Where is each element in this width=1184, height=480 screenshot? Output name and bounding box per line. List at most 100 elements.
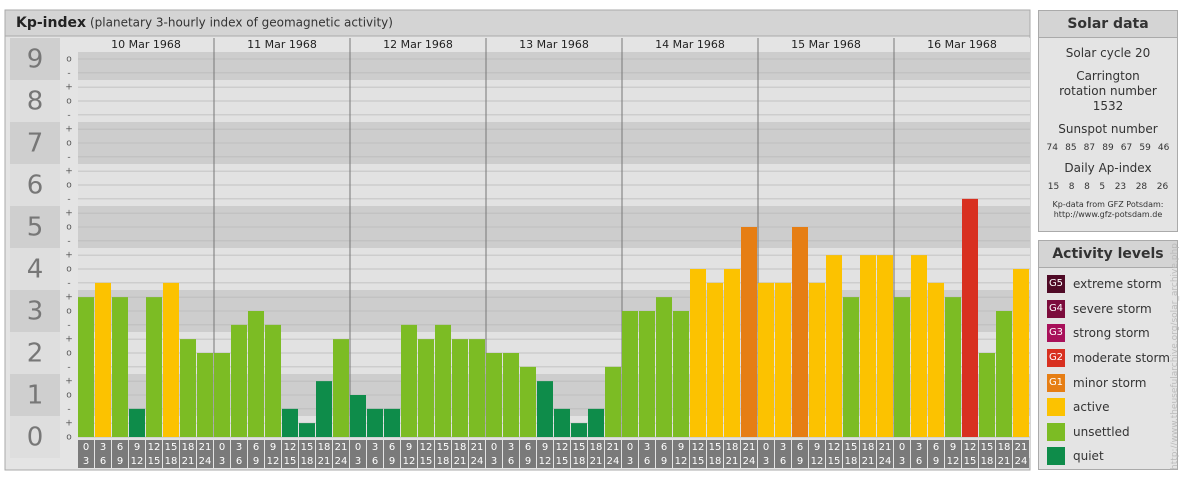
minor-tick-label: o <box>66 181 72 191</box>
bar <box>384 408 400 437</box>
minor-tick-label: + <box>65 209 73 219</box>
x-tick-label: 21 <box>335 442 348 453</box>
level-band <box>10 374 60 416</box>
x-label-box <box>197 440 213 468</box>
source: Kp-data from GFZ Potsdam: <box>1052 200 1164 209</box>
level-swatch <box>1047 422 1065 441</box>
x-tick-label: 0 <box>763 442 769 453</box>
x-tick-label: 24 <box>335 456 348 467</box>
x-label-box <box>979 440 995 468</box>
x-tick-label: 15 <box>284 456 297 467</box>
x-label-box <box>231 440 247 468</box>
x-tick-label: 18 <box>998 442 1011 453</box>
x-tick-label: 6 <box>916 456 922 467</box>
level-swatch <box>1047 447 1065 466</box>
bar <box>231 324 247 437</box>
x-tick-label: 6 <box>117 442 123 453</box>
y-tick-label: 4 <box>27 255 44 285</box>
bar <box>316 381 332 437</box>
x-label-box <box>945 440 961 468</box>
x-label-box <box>520 440 536 468</box>
date-label: 13 Mar 1968 <box>519 38 589 51</box>
x-label-box <box>775 440 791 468</box>
x-tick-label: 18 <box>981 456 994 467</box>
x-tick-label: 24 <box>743 456 756 467</box>
x-tick-label: 6 <box>797 442 803 453</box>
level-row: active <box>1039 395 1177 420</box>
bar <box>78 297 94 437</box>
bar <box>214 353 230 437</box>
x-tick-label: 21 <box>471 442 484 453</box>
bar <box>911 255 927 437</box>
panel-title: Solar data <box>1039 11 1177 38</box>
x-tick-label: 3 <box>100 442 106 453</box>
x-tick-label: 6 <box>661 442 667 453</box>
x-tick-label: 3 <box>627 456 633 467</box>
level-band <box>10 248 60 290</box>
bar <box>95 282 111 437</box>
x-tick-label: 12 <box>539 456 552 467</box>
bar <box>656 297 672 437</box>
minor-tick-label: + <box>65 167 73 177</box>
level-label: extreme storm <box>1073 277 1162 292</box>
x-label-box <box>758 440 774 468</box>
ap-title: Daily Ap-index <box>1064 161 1152 175</box>
x-tick-label: 6 <box>933 442 939 453</box>
bar <box>435 324 451 437</box>
minor-tick-label: - <box>67 68 70 78</box>
x-label-box <box>826 440 842 468</box>
x-label-box <box>401 440 417 468</box>
level-band <box>10 80 60 122</box>
bar <box>775 282 791 437</box>
x-tick-label: 18 <box>845 456 858 467</box>
x-label-box <box>435 440 451 468</box>
level-swatch: G4 <box>1047 299 1065 318</box>
x-tick-label: 6 <box>780 456 786 467</box>
sunspot-title: Sunspot number <box>1058 122 1158 136</box>
sunspot-value: 74 <box>1046 143 1058 153</box>
date-label: 12 Mar 1968 <box>383 38 453 51</box>
x-tick-label: 21 <box>998 456 1011 467</box>
bar <box>452 339 468 437</box>
x-label-box <box>486 440 502 468</box>
x-tick-label: 9 <box>253 456 259 467</box>
x-label-box <box>605 440 621 468</box>
level-band <box>10 332 60 374</box>
x-tick-label: 21 <box>743 442 756 453</box>
ap-value: 15 <box>1047 182 1060 192</box>
x-label-box <box>214 440 230 468</box>
ap-value: 8 <box>1084 182 1090 192</box>
x-label-box <box>299 440 315 468</box>
sunspot-value: 85 <box>1065 143 1077 153</box>
x-tick-label: 21 <box>862 456 875 467</box>
x-label-box <box>537 440 553 468</box>
x-tick-label: 15 <box>964 456 977 467</box>
x-tick-label: 3 <box>236 442 242 453</box>
x-label-box <box>265 440 281 468</box>
minor-tick-label: - <box>67 236 70 246</box>
x-tick-label: 12 <box>284 442 297 453</box>
x-tick-label: 18 <box>165 456 178 467</box>
level-band <box>10 122 60 164</box>
x-label-box <box>503 440 519 468</box>
minor-tick-label: - <box>67 194 70 204</box>
x-label-box <box>571 440 587 468</box>
x-label-box <box>690 440 706 468</box>
x-tick-label: 6 <box>100 456 106 467</box>
bar <box>707 282 723 437</box>
x-tick-label: 3 <box>219 456 225 467</box>
x-tick-label: 9 <box>117 456 123 467</box>
x-tick-label: 24 <box>607 456 620 467</box>
x-tick-label: 24 <box>879 456 892 467</box>
x-tick-label: 12 <box>811 456 824 467</box>
sunspot-value: 59 <box>1139 143 1151 153</box>
x-tick-label: 0 <box>219 442 225 453</box>
x-tick-label: 15 <box>148 456 161 467</box>
sunspot-value: 89 <box>1102 143 1114 153</box>
bar <box>673 311 689 437</box>
minor-tick-label: o <box>66 307 72 317</box>
x-label-box <box>163 440 179 468</box>
x-label-box <box>554 440 570 468</box>
x-tick-label: 15 <box>420 456 433 467</box>
x-tick-label: 3 <box>508 442 514 453</box>
